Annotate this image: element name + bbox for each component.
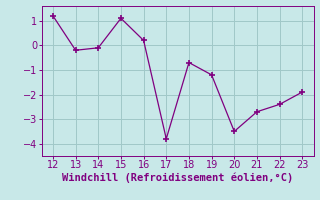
X-axis label: Windchill (Refroidissement éolien,°C): Windchill (Refroidissement éolien,°C) <box>62 173 293 183</box>
